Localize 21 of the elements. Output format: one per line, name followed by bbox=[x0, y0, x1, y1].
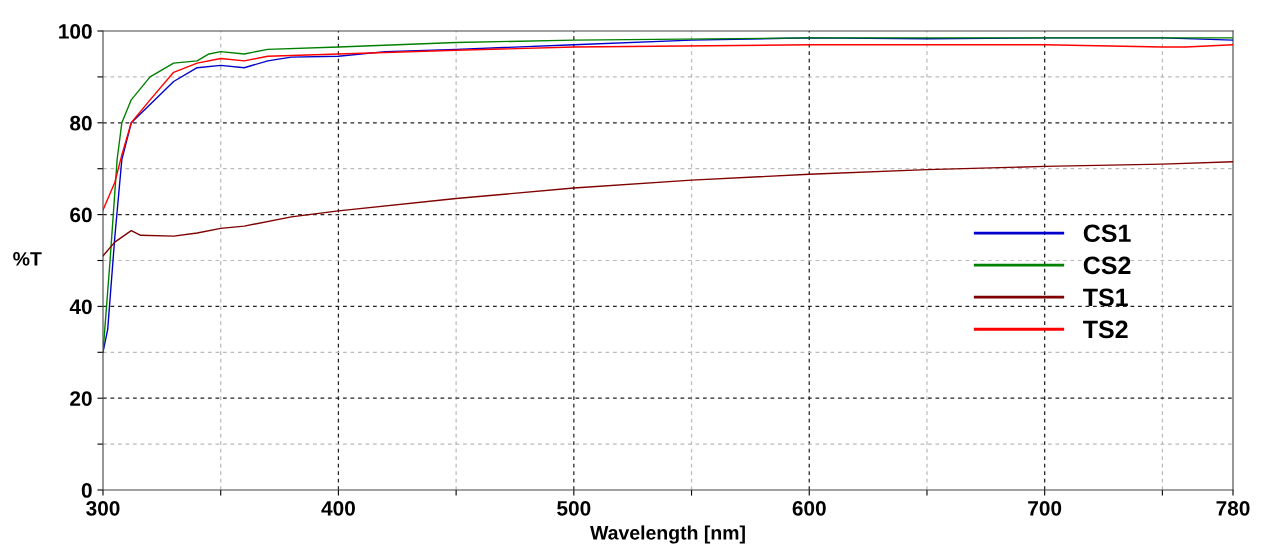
x-axis-title: Wavelength [nm] bbox=[590, 525, 745, 544]
legend-label: TS2 bbox=[1083, 320, 1128, 339]
line-series bbox=[103, 161, 1233, 257]
x-tick-label: 500 bbox=[557, 500, 591, 516]
line-series bbox=[103, 44, 1233, 211]
y-tick-label: 60 bbox=[70, 207, 92, 223]
x-tick-label: 600 bbox=[792, 500, 826, 516]
x-tick-label: 300 bbox=[86, 500, 120, 516]
legend-label: TS1 bbox=[1083, 288, 1128, 307]
y-tick-label: 100 bbox=[59, 24, 92, 39]
x-tick-label: 400 bbox=[321, 500, 355, 516]
x-tick-label: 780 bbox=[1216, 500, 1250, 516]
y-axis-title: %T bbox=[13, 252, 42, 266]
x-tick-label: 700 bbox=[1028, 500, 1062, 516]
y-tick-label: 80 bbox=[70, 115, 92, 131]
line-series bbox=[103, 37, 1233, 353]
y-tick-label: 0 bbox=[81, 483, 92, 498]
legend-label: CS2 bbox=[1083, 256, 1131, 275]
y-tick-label: 20 bbox=[70, 391, 92, 406]
y-tick-label: 40 bbox=[69, 299, 92, 315]
legend-label: CS1 bbox=[1083, 224, 1131, 243]
